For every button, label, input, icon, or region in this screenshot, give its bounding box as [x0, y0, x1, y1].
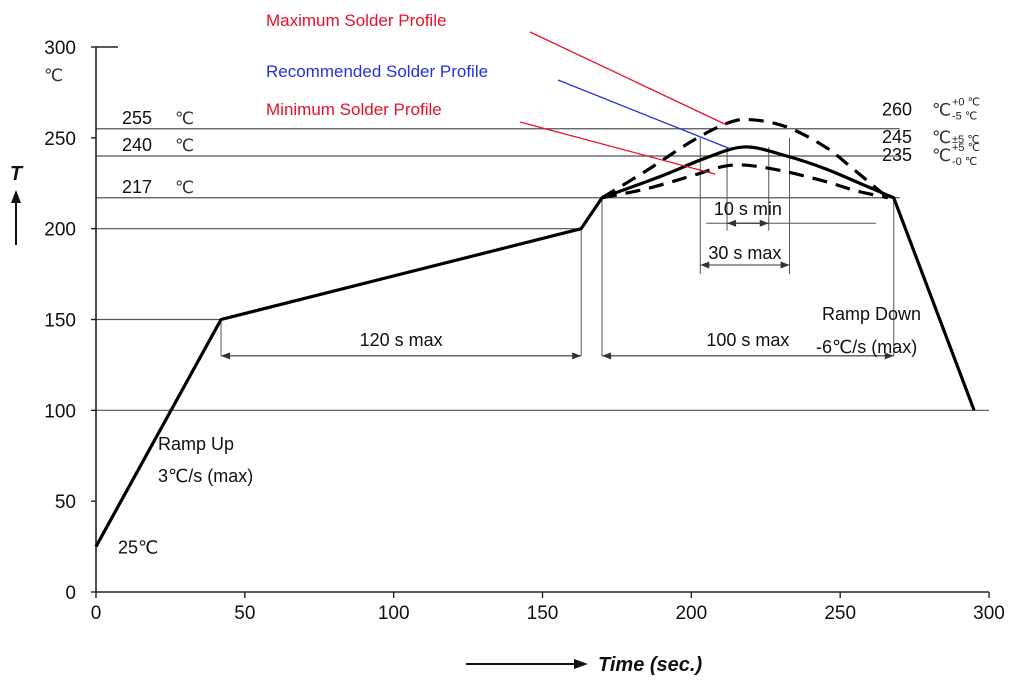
x-tick-label-100: 100 — [378, 603, 410, 624]
temp-label-25: 25℃ — [118, 538, 158, 558]
x-tick-label-50: 50 — [234, 603, 255, 624]
y-axis-label: T — [10, 163, 24, 185]
right-temp-tol-top-235: +5 ℃ — [952, 142, 980, 154]
right-temp-tol-bottom-235: -0 ℃ — [952, 156, 977, 168]
series-minimum-solder-profile — [601, 163, 889, 200]
dimension-markers: 120 s max 100 s max 10 s min 30 s max — [220, 137, 895, 360]
y-tick-label-0: 0 — [65, 583, 76, 604]
right-temp-label-260: 260 — [882, 100, 912, 120]
legend-callouts: Maximum Solder Profile Recommended Solder… — [266, 11, 731, 175]
temp-unit-217: ℃ — [175, 178, 194, 197]
ramp-up-rate: 3℃/s (max) — [158, 466, 253, 486]
dimension-arrow-left — [727, 219, 737, 227]
dimension-label: 10 s min — [714, 199, 782, 219]
dimension-label: 100 s max — [706, 330, 789, 350]
x-axis-arrow-head — [574, 659, 588, 669]
right-temp-unit-260: ℃ — [932, 101, 951, 120]
callout-label-2: Minimum Solder Profile — [266, 100, 442, 119]
dimension-arrow-left — [602, 352, 612, 360]
callout-leader-1 — [557, 79, 731, 150]
ramp-down-label: Ramp Down — [822, 304, 921, 324]
right-temp-tol-top-260: +0 ℃ — [952, 97, 980, 109]
right-temp-unit-235: ℃ — [932, 146, 951, 165]
y-tick-label-300: 300 — [44, 38, 76, 59]
temp-unit-240: ℃ — [175, 136, 194, 155]
dimension-2: 10 s min — [714, 199, 782, 227]
dimension-arrow-right — [780, 261, 790, 269]
temp-label-217: 217 — [122, 177, 152, 197]
series-maximum-solder-profile — [601, 117, 889, 200]
temp-label-255: 255 — [122, 108, 152, 128]
y-axis-unit: ℃ — [44, 66, 63, 85]
y-tick-label-50: 50 — [55, 492, 76, 513]
x-tick-label-300: 300 — [973, 603, 1005, 624]
right-temp-tolerance-245: ±5 ℃ — [952, 134, 980, 146]
callout-leader-0 — [529, 31, 728, 126]
dimension-arrow-right — [759, 219, 769, 227]
right-temp-label-235: 235 — [882, 145, 912, 165]
dimension-arrow-right — [572, 352, 582, 360]
x-tick-label-250: 250 — [824, 603, 856, 624]
temp-unit-255: ℃ — [175, 109, 194, 128]
y-tick-label-200: 200 — [44, 220, 76, 241]
x-axis-label: Time (sec.) — [598, 654, 702, 676]
y-tick-label-100: 100 — [44, 401, 76, 422]
dimension-label: 120 s max — [360, 330, 443, 350]
callout-label-0: Maximum Solder Profile — [266, 11, 446, 30]
y-tick-label-250: 250 — [44, 129, 76, 150]
dimension-1: 100 s max — [602, 330, 894, 360]
series-recommended-solder-profile — [94, 145, 976, 548]
dimension-arrow-right — [884, 352, 894, 360]
right-temp-tol-bottom-260: -5 ℃ — [952, 111, 977, 123]
profile-series — [94, 117, 976, 548]
x-tick-label-0: 0 — [91, 603, 102, 624]
y-tick-label-150: 150 — [44, 311, 76, 332]
dimension-arrow-left — [221, 352, 231, 360]
x-tick-label-200: 200 — [675, 603, 707, 624]
x-tick-label-150: 150 — [527, 603, 559, 624]
right-temp-label-245: 245 — [882, 127, 912, 147]
reference-lines — [96, 128, 989, 411]
dimension-0: 120 s max — [221, 330, 582, 360]
dimension-label: 30 s max — [708, 243, 781, 263]
dimension-arrow-left — [700, 261, 710, 269]
axes: 0 50 100 150 200 250 300 0 50 100 150 200 250 300 ℃ T Ti… — [10, 38, 1005, 676]
ramp-down-rate: -6℃/s (max) — [816, 337, 917, 357]
temp-label-240: 240 — [122, 135, 152, 155]
callout-label-1: Recommended Solder Profile — [266, 62, 488, 81]
callout-leader-2 — [519, 121, 716, 175]
ramp-up-label: Ramp Up — [158, 434, 234, 454]
dimension-3: 30 s max — [700, 243, 790, 269]
right-temp-unit-245: ℃ — [932, 128, 951, 147]
y-axis-arrow-head — [11, 190, 21, 203]
